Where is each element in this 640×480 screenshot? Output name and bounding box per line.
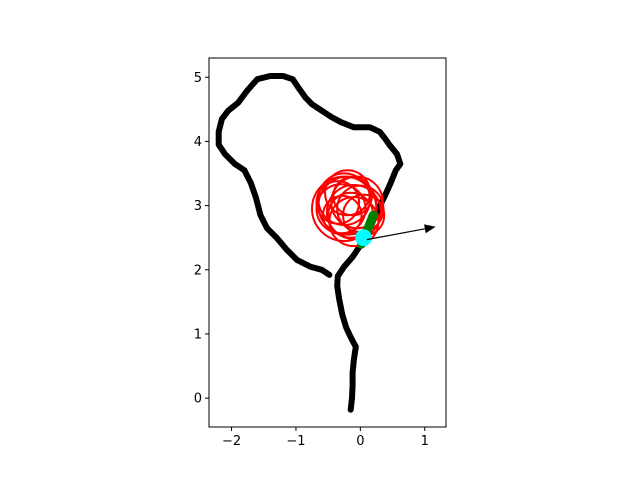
x-tick-label: −2: [222, 434, 241, 449]
trajectory-line: [215, 73, 404, 413]
y-tick-label: 0: [194, 392, 202, 407]
heading-arrow-head: [424, 224, 436, 234]
heading-arrow-shaft: [366, 228, 425, 241]
y-tick-label: 1: [194, 327, 202, 342]
y-tick-label: 3: [194, 199, 202, 214]
data-layer: [215, 73, 436, 413]
axes-frame: [208, 57, 447, 428]
y-tick-label: 4: [194, 135, 202, 150]
cyan-marker: [355, 229, 372, 247]
x-tick-label: 0: [356, 434, 364, 449]
y-tick-label: 2: [194, 263, 202, 278]
red-circle: [315, 180, 361, 225]
plot-background: [209, 58, 446, 427]
axes: −2 −1 0 1 0 1 2 3 4 5: [194, 57, 447, 449]
x-tick-label: 1: [421, 434, 429, 449]
y-tick-label: 5: [194, 71, 202, 86]
red-circle: [311, 175, 378, 243]
x-tick-label: −1: [286, 434, 305, 449]
red-circle: [322, 194, 363, 236]
